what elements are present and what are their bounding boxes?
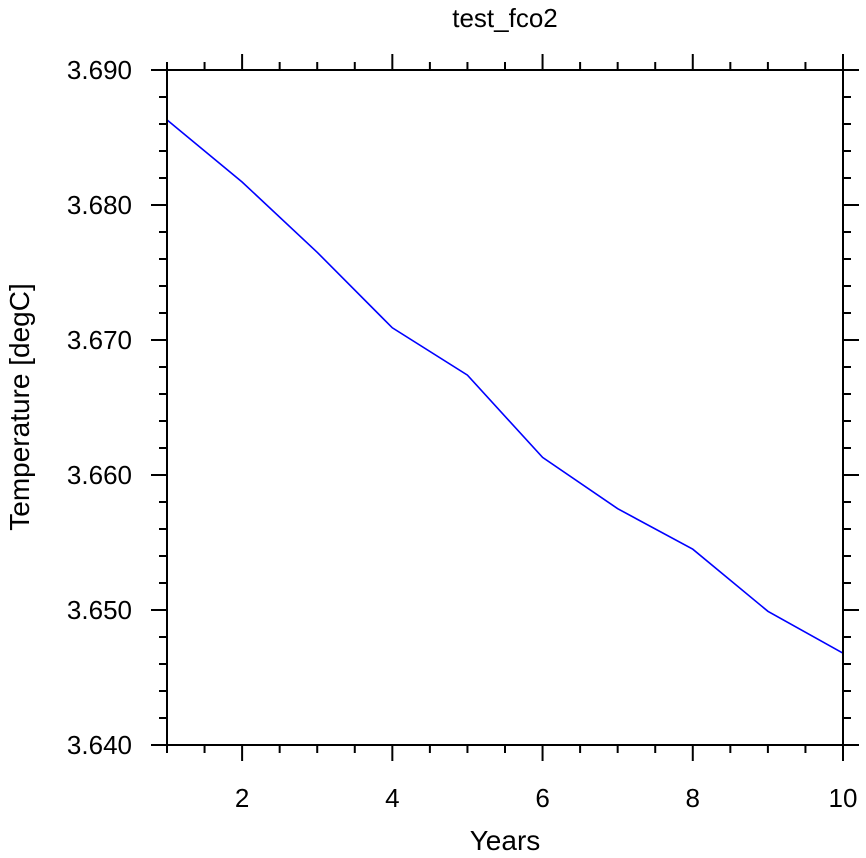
series-line — [166, 119, 844, 654]
x-tick-label: 2 — [235, 783, 249, 813]
y-tick-label: 3.640 — [67, 730, 132, 760]
y-tick-label: 3.690 — [67, 55, 132, 85]
chart-title: test_fco2 — [452, 3, 558, 33]
x-tick-label: 8 — [686, 783, 700, 813]
x-axis-title: Years — [470, 825, 541, 856]
y-tick-label: 3.660 — [67, 460, 132, 490]
y-axis-title: Temperature [degC] — [4, 283, 35, 530]
plot-frame — [166, 69, 844, 746]
axis-ticks — [151, 54, 859, 761]
y-tick-label: 3.650 — [67, 595, 132, 625]
x-tick-label: 4 — [385, 783, 399, 813]
y-tick-label: 3.680 — [67, 190, 132, 220]
x-tick-label: 6 — [535, 783, 549, 813]
x-tick-label: 10 — [829, 783, 858, 813]
tick-labels: 2 4 6 8 10 3.640 3.650 3.660 3.670 3.680 3.690 — [67, 55, 858, 813]
series-group — [166, 119, 844, 654]
y-tick-label: 3.670 — [67, 325, 132, 355]
